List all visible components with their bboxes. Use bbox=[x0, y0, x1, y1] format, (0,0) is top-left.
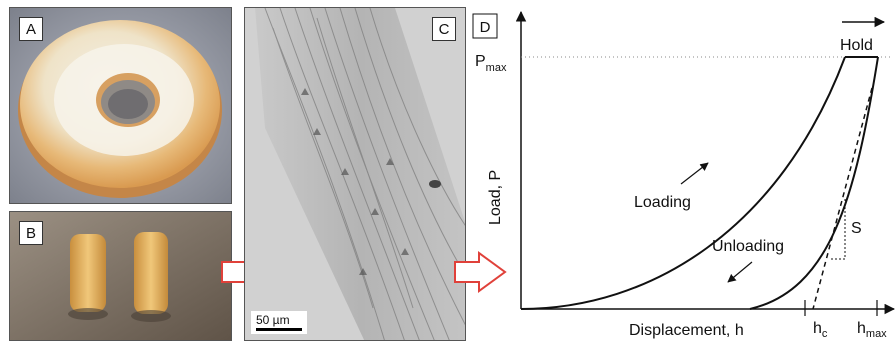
panel-a-label: A bbox=[19, 17, 43, 41]
hc-label: hc bbox=[813, 320, 828, 340]
annular-sample-image bbox=[10, 8, 231, 203]
unloading-arrow bbox=[727, 261, 753, 283]
cylinder-samples-image bbox=[10, 212, 231, 340]
panel-b-label: B bbox=[19, 221, 43, 245]
pmax-label: Pmax bbox=[475, 53, 507, 74]
panel-d-diagram: D Hold Loading Unloading S Load, P Pmax bbox=[470, 0, 896, 341]
y-axis-label: Load, P bbox=[487, 170, 504, 225]
x-axis-label: Displacement, h bbox=[629, 322, 744, 339]
scale-bar-label: 50 µm bbox=[256, 313, 290, 327]
scale-bar-line bbox=[256, 328, 302, 331]
flow-arrow-c-to-d bbox=[454, 251, 507, 293]
loading-label: Loading bbox=[634, 194, 691, 211]
panel-d-label: D bbox=[480, 19, 491, 36]
micrograph-image bbox=[245, 8, 465, 340]
panel-d-label-box bbox=[472, 13, 498, 39]
scale-bar: 50 µm bbox=[251, 311, 307, 334]
load-displacement-diagram: D Hold Loading Unloading S Load, P Pmax bbox=[472, 10, 896, 340]
unloading-label: Unloading bbox=[712, 238, 784, 255]
loading-curve bbox=[520, 56, 846, 310]
panel-c-label: C bbox=[432, 17, 456, 41]
panel-c-micrograph: C 50 µm bbox=[244, 7, 466, 341]
panel-a-photo: A bbox=[9, 7, 232, 204]
panel-b-photo: B bbox=[9, 211, 232, 341]
hold-label: Hold bbox=[840, 37, 873, 54]
stiffness-tangent-line bbox=[812, 87, 873, 310]
loading-arrow bbox=[680, 162, 709, 185]
unloading-curve bbox=[749, 56, 879, 310]
stiffness-label: S bbox=[851, 220, 862, 237]
slope-triangle bbox=[830, 199, 846, 260]
hmax-label: hmax bbox=[857, 320, 887, 340]
